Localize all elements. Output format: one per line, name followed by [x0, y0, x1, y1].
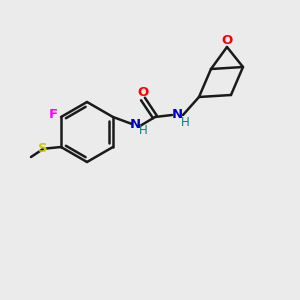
Text: N: N [129, 118, 140, 131]
Text: O: O [137, 85, 148, 98]
Text: H: H [139, 124, 147, 137]
Text: S: S [38, 142, 48, 155]
Text: O: O [221, 34, 233, 46]
Text: F: F [49, 107, 58, 121]
Text: N: N [171, 109, 182, 122]
Text: H: H [181, 116, 189, 128]
